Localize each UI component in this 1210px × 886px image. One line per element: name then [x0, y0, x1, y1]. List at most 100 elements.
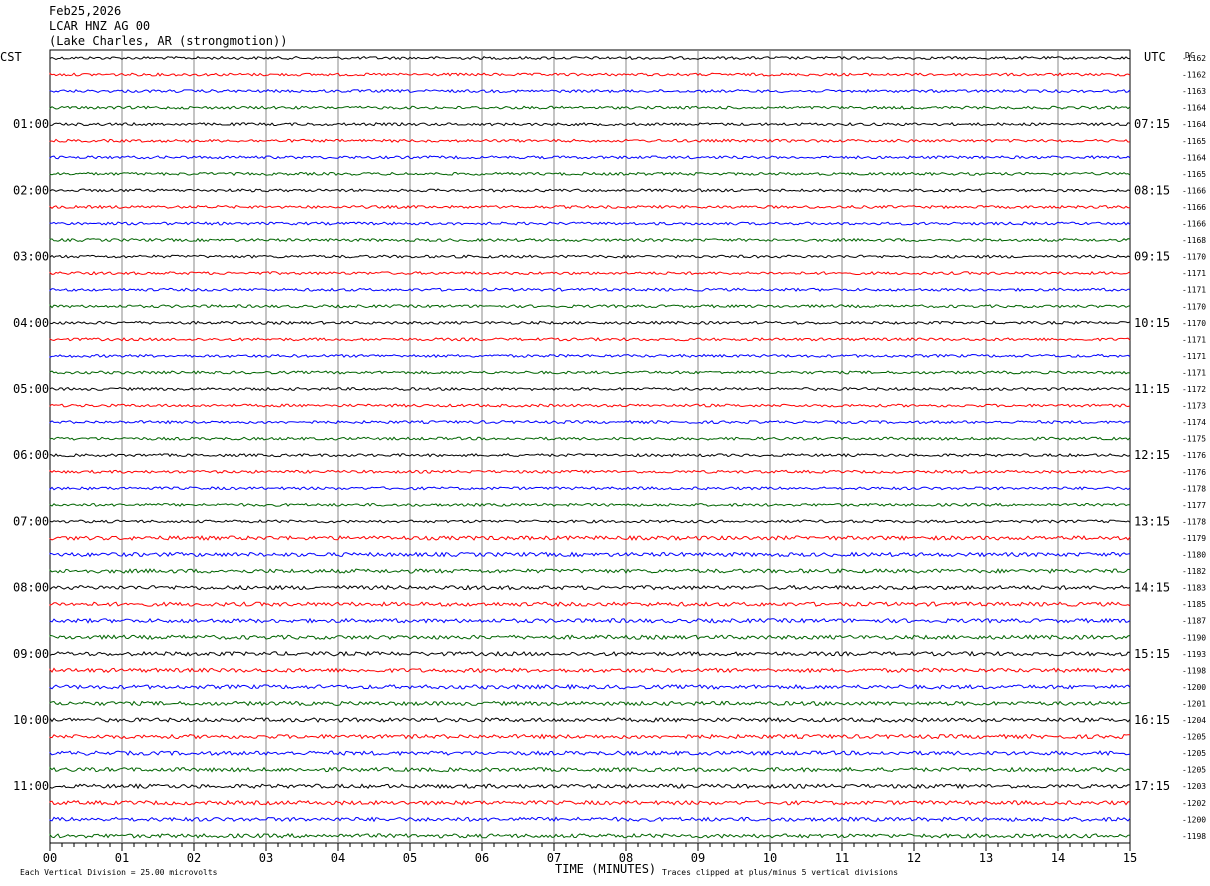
left-hour-label: 07:00: [13, 514, 49, 528]
dc-offset-label: -1170: [1182, 253, 1206, 262]
x-tick-label: 13: [979, 851, 993, 865]
dc-offset-label: -1205: [1182, 749, 1206, 758]
dc-offset-label: -1205: [1182, 766, 1206, 775]
left-hour-label: 10:00: [13, 713, 49, 727]
dc-offset-label: -1166: [1182, 186, 1206, 195]
trace-line: [49, 601, 1131, 607]
labels: 00 01 02 03 04 05 06 07 08 09 10 11 12 13 14 15 -1162 -11…: [13, 54, 1206, 865]
dc-offset-label: -1164: [1182, 120, 1206, 129]
trace-line: [49, 799, 1131, 806]
date-label: Feb25,2026: [49, 4, 122, 18]
dc-offset-label: -1163: [1182, 87, 1206, 96]
trace-line: [49, 667, 1131, 674]
right-hour-label: 17:15: [1134, 779, 1170, 793]
dc-offset-label: -1162: [1182, 54, 1206, 63]
dc-offset-label: -1168: [1182, 236, 1206, 245]
dc-offset-label: -1200: [1182, 683, 1206, 692]
dc-offset-label: -1164: [1182, 153, 1206, 162]
x-tick-label: 08: [619, 851, 633, 865]
dc-offset-label: -1178: [1182, 517, 1206, 526]
dc-offset-label: -1176: [1182, 451, 1206, 460]
trace-line: [49, 370, 1131, 375]
dc-offset-label: -1201: [1182, 699, 1206, 708]
trace-line: [49, 320, 1131, 325]
right-hour-label: 12:15: [1134, 448, 1170, 462]
dc-offset-label: -1165: [1182, 170, 1206, 179]
trace-line: [49, 716, 1131, 723]
left-hour-label: 01:00: [13, 117, 49, 131]
trace-line: [49, 122, 1131, 127]
trace-line: [49, 584, 1131, 591]
dc-offset-label: -1171: [1182, 368, 1206, 377]
left-hour-label: 05:00: [13, 382, 49, 396]
left-hour-label: 11:00: [13, 779, 49, 793]
x-axis-label: TIME (MINUTES): [555, 862, 656, 876]
left-hour-label: 04:00: [13, 316, 49, 330]
left-hour-label: 03:00: [13, 250, 49, 264]
trace-line: [49, 650, 1131, 657]
trace-line: [49, 832, 1131, 839]
dc-offset-label: -1198: [1182, 832, 1206, 841]
dc-offset-label: -1171: [1182, 286, 1206, 295]
x-tick-label: 10: [763, 851, 777, 865]
dc-offset-label: -1198: [1182, 666, 1206, 675]
trace-line: [49, 138, 1131, 143]
trace-line: [49, 766, 1131, 773]
dc-offset-label: -1165: [1182, 137, 1206, 146]
trace-line: [49, 105, 1131, 110]
dc-offset-label: -1162: [1182, 71, 1206, 80]
trace-line: [49, 502, 1131, 507]
trace-line: [49, 337, 1131, 342]
dc-offset-label: -1202: [1182, 799, 1206, 808]
trace-line: [49, 519, 1131, 524]
trace-line: [49, 188, 1131, 193]
right-hour-label: 16:15: [1134, 713, 1170, 727]
trace-line: [49, 783, 1131, 790]
dc-offset-label: -1203: [1182, 782, 1206, 791]
dc-label: DC: [1185, 51, 1195, 60]
dc-offset-label: -1185: [1182, 600, 1206, 609]
x-tick-label: 11: [835, 851, 849, 865]
dc-offset-label: -1176: [1182, 468, 1206, 477]
x-tick-label: 01: [115, 851, 129, 865]
trace-line: [49, 237, 1131, 243]
dc-offset-label: -1166: [1182, 203, 1206, 212]
dc-offset-label: -1200: [1182, 815, 1206, 824]
trace-line: [49, 303, 1131, 309]
dc-offset-label: -1179: [1182, 534, 1206, 543]
x-tick-label: 06: [475, 851, 489, 865]
grid: [49, 49, 1131, 851]
left-zone-label: CST: [0, 50, 22, 64]
x-tick-label: 03: [259, 851, 273, 865]
right-hour-label: 08:15: [1134, 183, 1170, 197]
x-tick-label: 05: [403, 851, 417, 865]
trace-line: [49, 469, 1131, 474]
dc-offset-label: -1204: [1182, 716, 1206, 725]
plot-frame: [49, 49, 1131, 844]
clip-note: Traces clipped at plus/minus 5 vertical …: [662, 868, 898, 877]
trace-line: [49, 617, 1131, 624]
x-tick-label: 04: [331, 851, 345, 865]
x-tick-label: 12: [907, 851, 921, 865]
dc-offset-label: -1172: [1182, 385, 1206, 394]
dc-offset-label: -1171: [1182, 335, 1206, 344]
right-hour-label: 07:15: [1134, 117, 1170, 131]
dc-offset-label: -1174: [1182, 418, 1206, 427]
dc-offset-label: -1175: [1182, 435, 1206, 444]
dc-offset-label: -1171: [1182, 352, 1206, 361]
dc-offset-label: -1178: [1182, 484, 1206, 493]
dc-offset-label: -1170: [1182, 319, 1206, 328]
dc-offset-label: -1173: [1182, 402, 1206, 411]
scale-note: Each Vertical Division = 25.00 microvolt…: [20, 868, 218, 877]
trace-line: [49, 486, 1131, 491]
trace-line: [49, 386, 1131, 392]
trace-line: [49, 254, 1131, 259]
left-hour-label: 08:00: [13, 581, 49, 595]
trace-line: [49, 72, 1131, 77]
trace-line: [49, 568, 1131, 574]
left-hour-label: 02:00: [13, 183, 49, 197]
right-hour-label: 14:15: [1134, 581, 1170, 595]
trace-line: [49, 750, 1131, 757]
right-hour-label: 09:15: [1134, 250, 1170, 264]
left-hour-label: 06:00: [13, 448, 49, 462]
